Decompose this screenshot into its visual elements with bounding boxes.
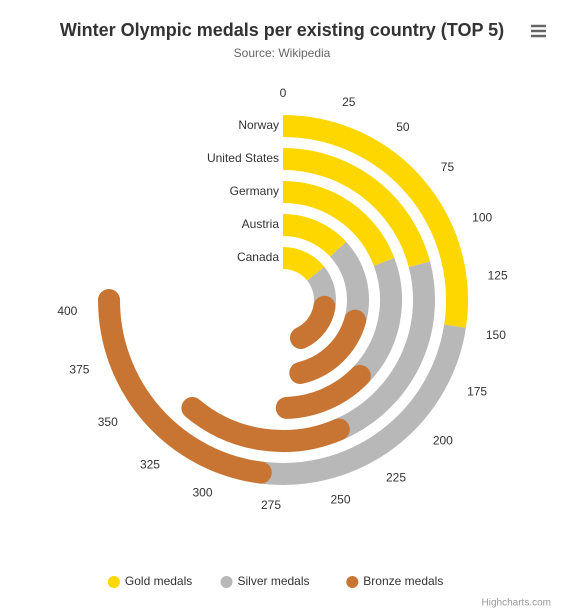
credits[interactable]: Highcharts.com: [482, 598, 551, 609]
legend-marker: [220, 576, 233, 588]
legend-marker: [107, 576, 120, 588]
y-tick-label: 300: [193, 486, 213, 500]
legend-item[interactable]: Silver medals: [220, 574, 310, 588]
y-tick-label: 325: [140, 457, 160, 471]
y-tick-label: 75: [441, 160, 455, 174]
category-label: United States: [207, 151, 279, 165]
menu-button[interactable]: [528, 22, 548, 40]
legend-item[interactable]: Bronze medals: [346, 574, 443, 588]
y-tick-label: 350: [98, 415, 118, 429]
y-tick-label: 375: [69, 363, 89, 377]
legend-marker: [346, 576, 359, 588]
y-tick-label: 50: [396, 120, 410, 134]
y-tick-label: 225: [386, 471, 406, 485]
legend-item[interactable]: Gold medals: [107, 574, 192, 588]
category-label: Norway: [238, 118, 279, 132]
bar-segment: [282, 148, 431, 268]
y-tick-label: 175: [467, 385, 487, 399]
bar-segment: [282, 115, 468, 328]
y-tick-label: 400: [57, 304, 77, 318]
bar-segment: [282, 247, 325, 282]
bar-segment: [289, 309, 367, 384]
bar-segment: [289, 295, 336, 349]
bar-segment: [282, 214, 347, 257]
y-tick-label: 25: [342, 95, 356, 109]
legend-label: Bronze medals: [363, 574, 443, 588]
chart-subtitle: Source: Wikipedia: [234, 46, 331, 60]
bar-segment: [181, 397, 350, 452]
category-label: Canada: [237, 250, 279, 264]
bar-segment: [334, 261, 435, 440]
bar-segment: [282, 181, 395, 267]
bar-segment: [275, 364, 371, 419]
bar-segment: [259, 324, 466, 485]
legend-label: Gold medals: [125, 574, 192, 588]
bar-segment: [98, 289, 272, 484]
y-tick-label: 250: [331, 493, 351, 507]
chart-title: Winter Olympic medals per existing count…: [60, 20, 504, 40]
y-tick-label: 0: [280, 86, 287, 100]
y-tick-label: 125: [488, 268, 508, 282]
y-tick-label: 200: [433, 434, 453, 448]
y-tick-label: 275: [261, 498, 281, 512]
y-tick-label: 100: [472, 211, 492, 225]
category-label: Germany: [230, 184, 279, 198]
legend-label: Silver medals: [238, 574, 310, 588]
y-tick-label: 150: [486, 328, 506, 342]
category-label: Austria: [242, 217, 280, 231]
bar-segment: [351, 258, 402, 384]
